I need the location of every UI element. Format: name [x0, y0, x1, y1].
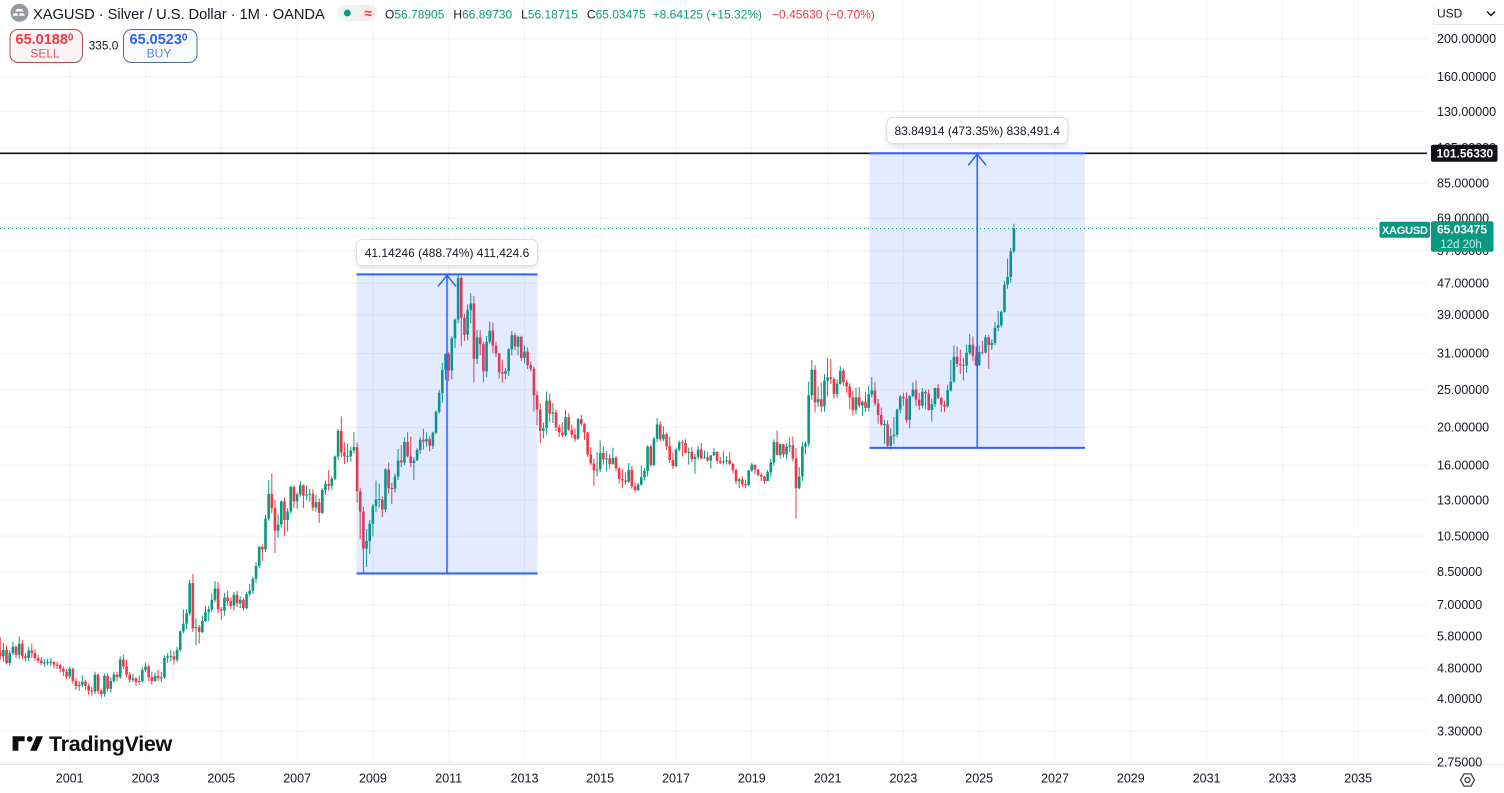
svg-text:≈: ≈ [364, 5, 372, 21]
svg-text:XAGUSD: XAGUSD [1382, 225, 1428, 237]
svg-text:2001: 2001 [56, 772, 84, 786]
svg-text:2011: 2011 [435, 772, 462, 786]
svg-text:10.50000: 10.50000 [1437, 529, 1489, 543]
svg-text:2031: 2031 [1193, 772, 1221, 786]
svg-text:39.00000: 39.00000 [1437, 308, 1489, 322]
svg-text:16.00000: 16.00000 [1437, 458, 1489, 472]
svg-text:2033: 2033 [1268, 772, 1296, 786]
svg-text:85.00000: 85.00000 [1437, 177, 1489, 191]
svg-text:200.00000: 200.00000 [1437, 32, 1496, 46]
svg-text:20.00000: 20.00000 [1437, 421, 1489, 435]
svg-text:8.50000: 8.50000 [1437, 565, 1482, 579]
svg-text:4.80000: 4.80000 [1437, 661, 1482, 675]
svg-text:2021: 2021 [814, 772, 842, 786]
svg-text:2003: 2003 [132, 772, 160, 786]
svg-text:65.01880: 65.01880 [16, 32, 74, 48]
svg-text:XAGUSD · Silver / U.S. Dollar: XAGUSD · Silver / U.S. Dollar · 1M · OAN… [33, 7, 325, 23]
svg-text:TradingView: TradingView [49, 732, 173, 756]
svg-text:25.00000: 25.00000 [1437, 383, 1489, 397]
svg-text:3.30000: 3.30000 [1437, 725, 1482, 739]
svg-text:SELL: SELL [30, 47, 60, 61]
svg-text:31.00000: 31.00000 [1437, 347, 1489, 361]
svg-text:83.84914 (473.35%) 838,491.4: 83.84914 (473.35%) 838,491.4 [894, 124, 1060, 138]
svg-text:41.14246 (488.74%) 411,424.6: 41.14246 (488.74%) 411,424.6 [365, 246, 530, 260]
svg-text:101.56330: 101.56330 [1437, 147, 1494, 161]
svg-text:13.00000: 13.00000 [1437, 493, 1489, 507]
svg-text:335.0: 335.0 [89, 38, 119, 52]
svg-text:7.00000: 7.00000 [1437, 598, 1482, 612]
svg-text:47.00000: 47.00000 [1437, 277, 1489, 291]
svg-text:USD: USD [1437, 7, 1463, 21]
svg-text:2023: 2023 [889, 772, 917, 786]
svg-text:2035: 2035 [1344, 772, 1372, 786]
svg-text:2013: 2013 [511, 772, 539, 786]
svg-text:2029: 2029 [1117, 772, 1145, 786]
svg-text:2019: 2019 [738, 772, 766, 786]
svg-text:160.00000: 160.00000 [1437, 70, 1496, 84]
svg-text:4.00000: 4.00000 [1437, 692, 1482, 706]
svg-text:130.00000: 130.00000 [1437, 105, 1496, 119]
svg-text:2009: 2009 [359, 772, 387, 786]
svg-text:2027: 2027 [1041, 772, 1069, 786]
svg-text:2005: 2005 [207, 772, 235, 786]
svg-text:2015: 2015 [586, 772, 614, 786]
svg-text:2007: 2007 [283, 772, 311, 786]
svg-text:12d 20h: 12d 20h [1440, 239, 1482, 251]
svg-text:2017: 2017 [662, 772, 690, 786]
svg-text:2025: 2025 [965, 772, 993, 786]
svg-text:5.80000: 5.80000 [1437, 630, 1482, 644]
svg-text:65.05230: 65.05230 [130, 32, 188, 48]
svg-text:BUY: BUY [147, 47, 172, 61]
svg-text:2.75000: 2.75000 [1437, 755, 1482, 769]
svg-text:65.03475: 65.03475 [1437, 223, 1487, 237]
